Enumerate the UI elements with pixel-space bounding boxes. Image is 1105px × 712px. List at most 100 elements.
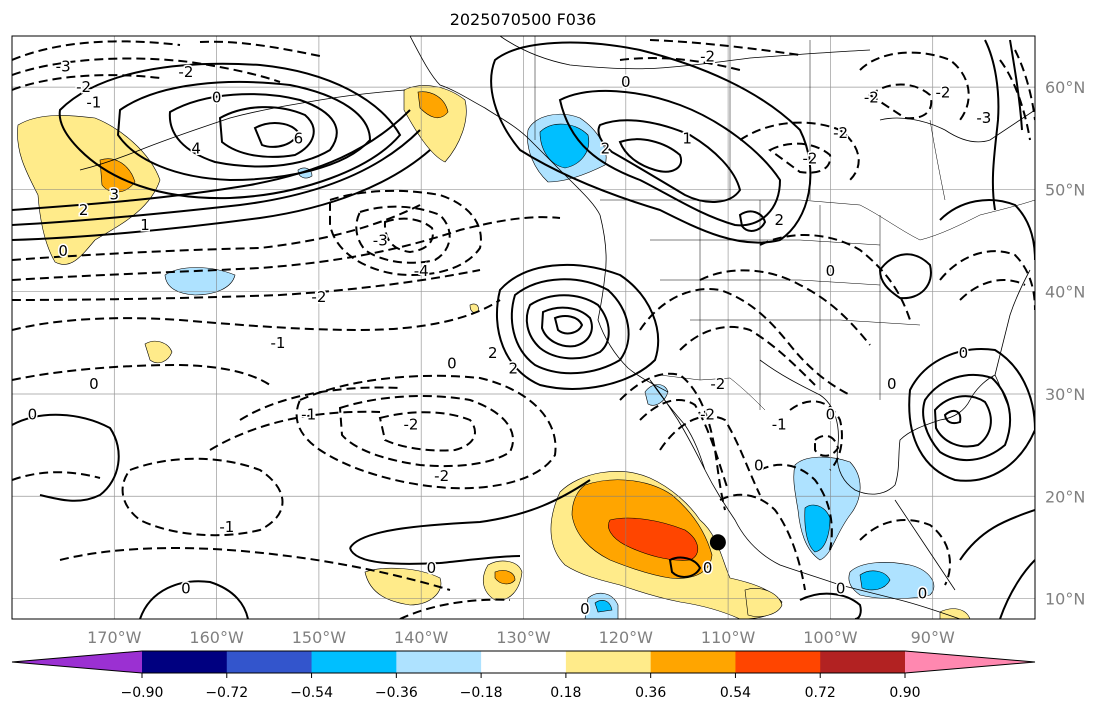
contour-label-6: 6 [294, 129, 304, 147]
contour-neg-pac-1 [329, 189, 482, 276]
contour-neg-can-1 [739, 121, 860, 181]
contour-label-7: 3 [110, 186, 120, 204]
contour-label-12: -4 [414, 262, 429, 280]
location-marker [709, 534, 726, 551]
colorbar-segment-3 [311, 651, 397, 673]
map-content: -3-2-1-20463210-3-4-2-10-1-2-2-100000220… [0, 36, 1035, 623]
contour-label-48: 0 [959, 344, 969, 362]
contour-high-east-2 [922, 374, 1012, 462]
contour-neg-pac-2 [355, 205, 451, 264]
contour-neg-mex-1 [719, 493, 806, 591]
contour-label-37: -3 [976, 109, 991, 127]
shade-yellow-105w [744, 588, 783, 617]
contour-high-canada-3 [597, 119, 742, 203]
contour-neg-mex-2 [759, 463, 833, 551]
solid-contours [12, 39, 1035, 619]
contour-neg-us-2 [679, 325, 816, 386]
longitude-labels: 170°W 160°W 150°W 140°W 130°W 120°W 110°W 100°W… [87, 628, 955, 647]
contour-zero-sw [139, 580, 249, 619]
colorbar-segment-4 [396, 651, 482, 673]
shade-ca-blue [859, 570, 891, 591]
contour-neg-sw-1 [121, 457, 284, 537]
map-frame [11, 35, 1036, 620]
contour-neg-ne-4 [1014, 49, 1035, 121]
lat-label-0: 60°N [1045, 78, 1085, 97]
contour-zero-east-4 [939, 199, 1035, 261]
figure-title: 2025070500 F036 [450, 10, 597, 29]
lon-label-0: 170°W [87, 628, 142, 647]
contour-label-29: 1 [682, 129, 692, 147]
colorbar-label-2: −0.54 [290, 685, 333, 701]
contour-zero-south-2 [349, 547, 521, 565]
contour-label-33: -2 [864, 88, 879, 106]
contour-label-40: -1 [772, 416, 787, 434]
contour-label-25: 2 [488, 344, 498, 362]
lat-label-1: 50°N [1045, 180, 1085, 199]
contour-neg-band-3 [12, 269, 481, 301]
contour-neg-pac-low-4 [239, 386, 401, 421]
contour-neg-nw-3 [12, 74, 161, 91]
shade-gulf-alaska-orange [417, 91, 449, 119]
colorbar-segment-8 [735, 651, 821, 673]
colorbar-label-9: 0.90 [889, 685, 920, 701]
contour-zero-east-2 [999, 559, 1035, 619]
colorbar-label-6: 0.36 [635, 685, 666, 701]
colorbar-label-0: −0.90 [121, 685, 164, 701]
contour-zero-east-5 [984, 39, 1000, 211]
lat-label-4: 20°N [1045, 487, 1085, 506]
colorbar-segment-5 [481, 651, 567, 673]
contour-high-east-3 [933, 395, 992, 448]
lon-label-5: 120°W [599, 628, 654, 647]
border-canada-prov-3 [929, 119, 946, 201]
contour-neg-nw-2 [12, 57, 281, 83]
contour-label-24: 0 [0, 605, 7, 623]
contour-neg-gulf-1 [789, 400, 843, 471]
colorbar-segment-2 [226, 651, 313, 673]
contour-zero-east-6 [1009, 39, 1023, 131]
contour-neg-east-3 [999, 59, 1031, 141]
colorbar-segment-6 [565, 651, 652, 673]
shade-gulf-blue [804, 504, 831, 553]
shade-bc-blue [539, 123, 590, 169]
contour-label-41: 0 [826, 405, 836, 423]
contour-zero-east-3 [878, 253, 932, 300]
contour-neg-east-1 [939, 250, 1035, 311]
contour-high-canada-5 [738, 210, 767, 232]
contour-high-canada-4 [618, 138, 683, 173]
shade-small-yellow-1 [144, 340, 173, 364]
graticule [12, 36, 1035, 619]
contour-label-26: 2 [508, 359, 518, 377]
contour-high-nw-3 [168, 93, 338, 168]
contour-high-ca-1 [496, 263, 660, 390]
contour-label-10: 0 [58, 242, 68, 260]
contour-label-15: 0 [89, 375, 99, 393]
contour-neg-can-4 [868, 83, 933, 120]
coast-east-us [994, 269, 1031, 376]
colorbar-label-8: 0.72 [805, 685, 836, 701]
colorbar-label-5: 0.18 [550, 685, 581, 701]
contour-neg-sw-3 [12, 471, 101, 481]
latitude-labels: 60°N 50°N 40°N 30°N 20°N 10°N [1045, 78, 1085, 608]
contour-neg-us-1 [639, 288, 851, 396]
contour-neg-pac-low-5 [209, 410, 381, 451]
contour-neg-can-3 [859, 51, 970, 121]
contour-high-ca-3 [525, 294, 610, 360]
contour-zero-south [349, 479, 591, 549]
contour-label-42: 0 [754, 457, 764, 475]
contour-high-ca-4 [540, 306, 593, 348]
shade-yellow-141w [364, 567, 442, 606]
shade-yellow-92w [939, 608, 971, 619]
contour-label-36: -2 [802, 150, 817, 168]
border-states-2 [660, 279, 881, 286]
colorbar-extend-low [12, 651, 142, 673]
contour-label-14: -1 [270, 334, 285, 352]
contour-neg-coast-2 [639, 399, 729, 491]
contour-label-46: 0 [887, 375, 897, 393]
contour-neg-can-6 [619, 57, 741, 71]
contour-neg-band-1 [12, 204, 421, 261]
contour-neg-us-3 [699, 269, 871, 346]
contour-label-18: -2 [434, 467, 449, 485]
contour-label-44: 0 [836, 579, 846, 597]
lon-label-7: 100°W [803, 628, 858, 647]
contour-label-35: -2 [833, 124, 848, 142]
